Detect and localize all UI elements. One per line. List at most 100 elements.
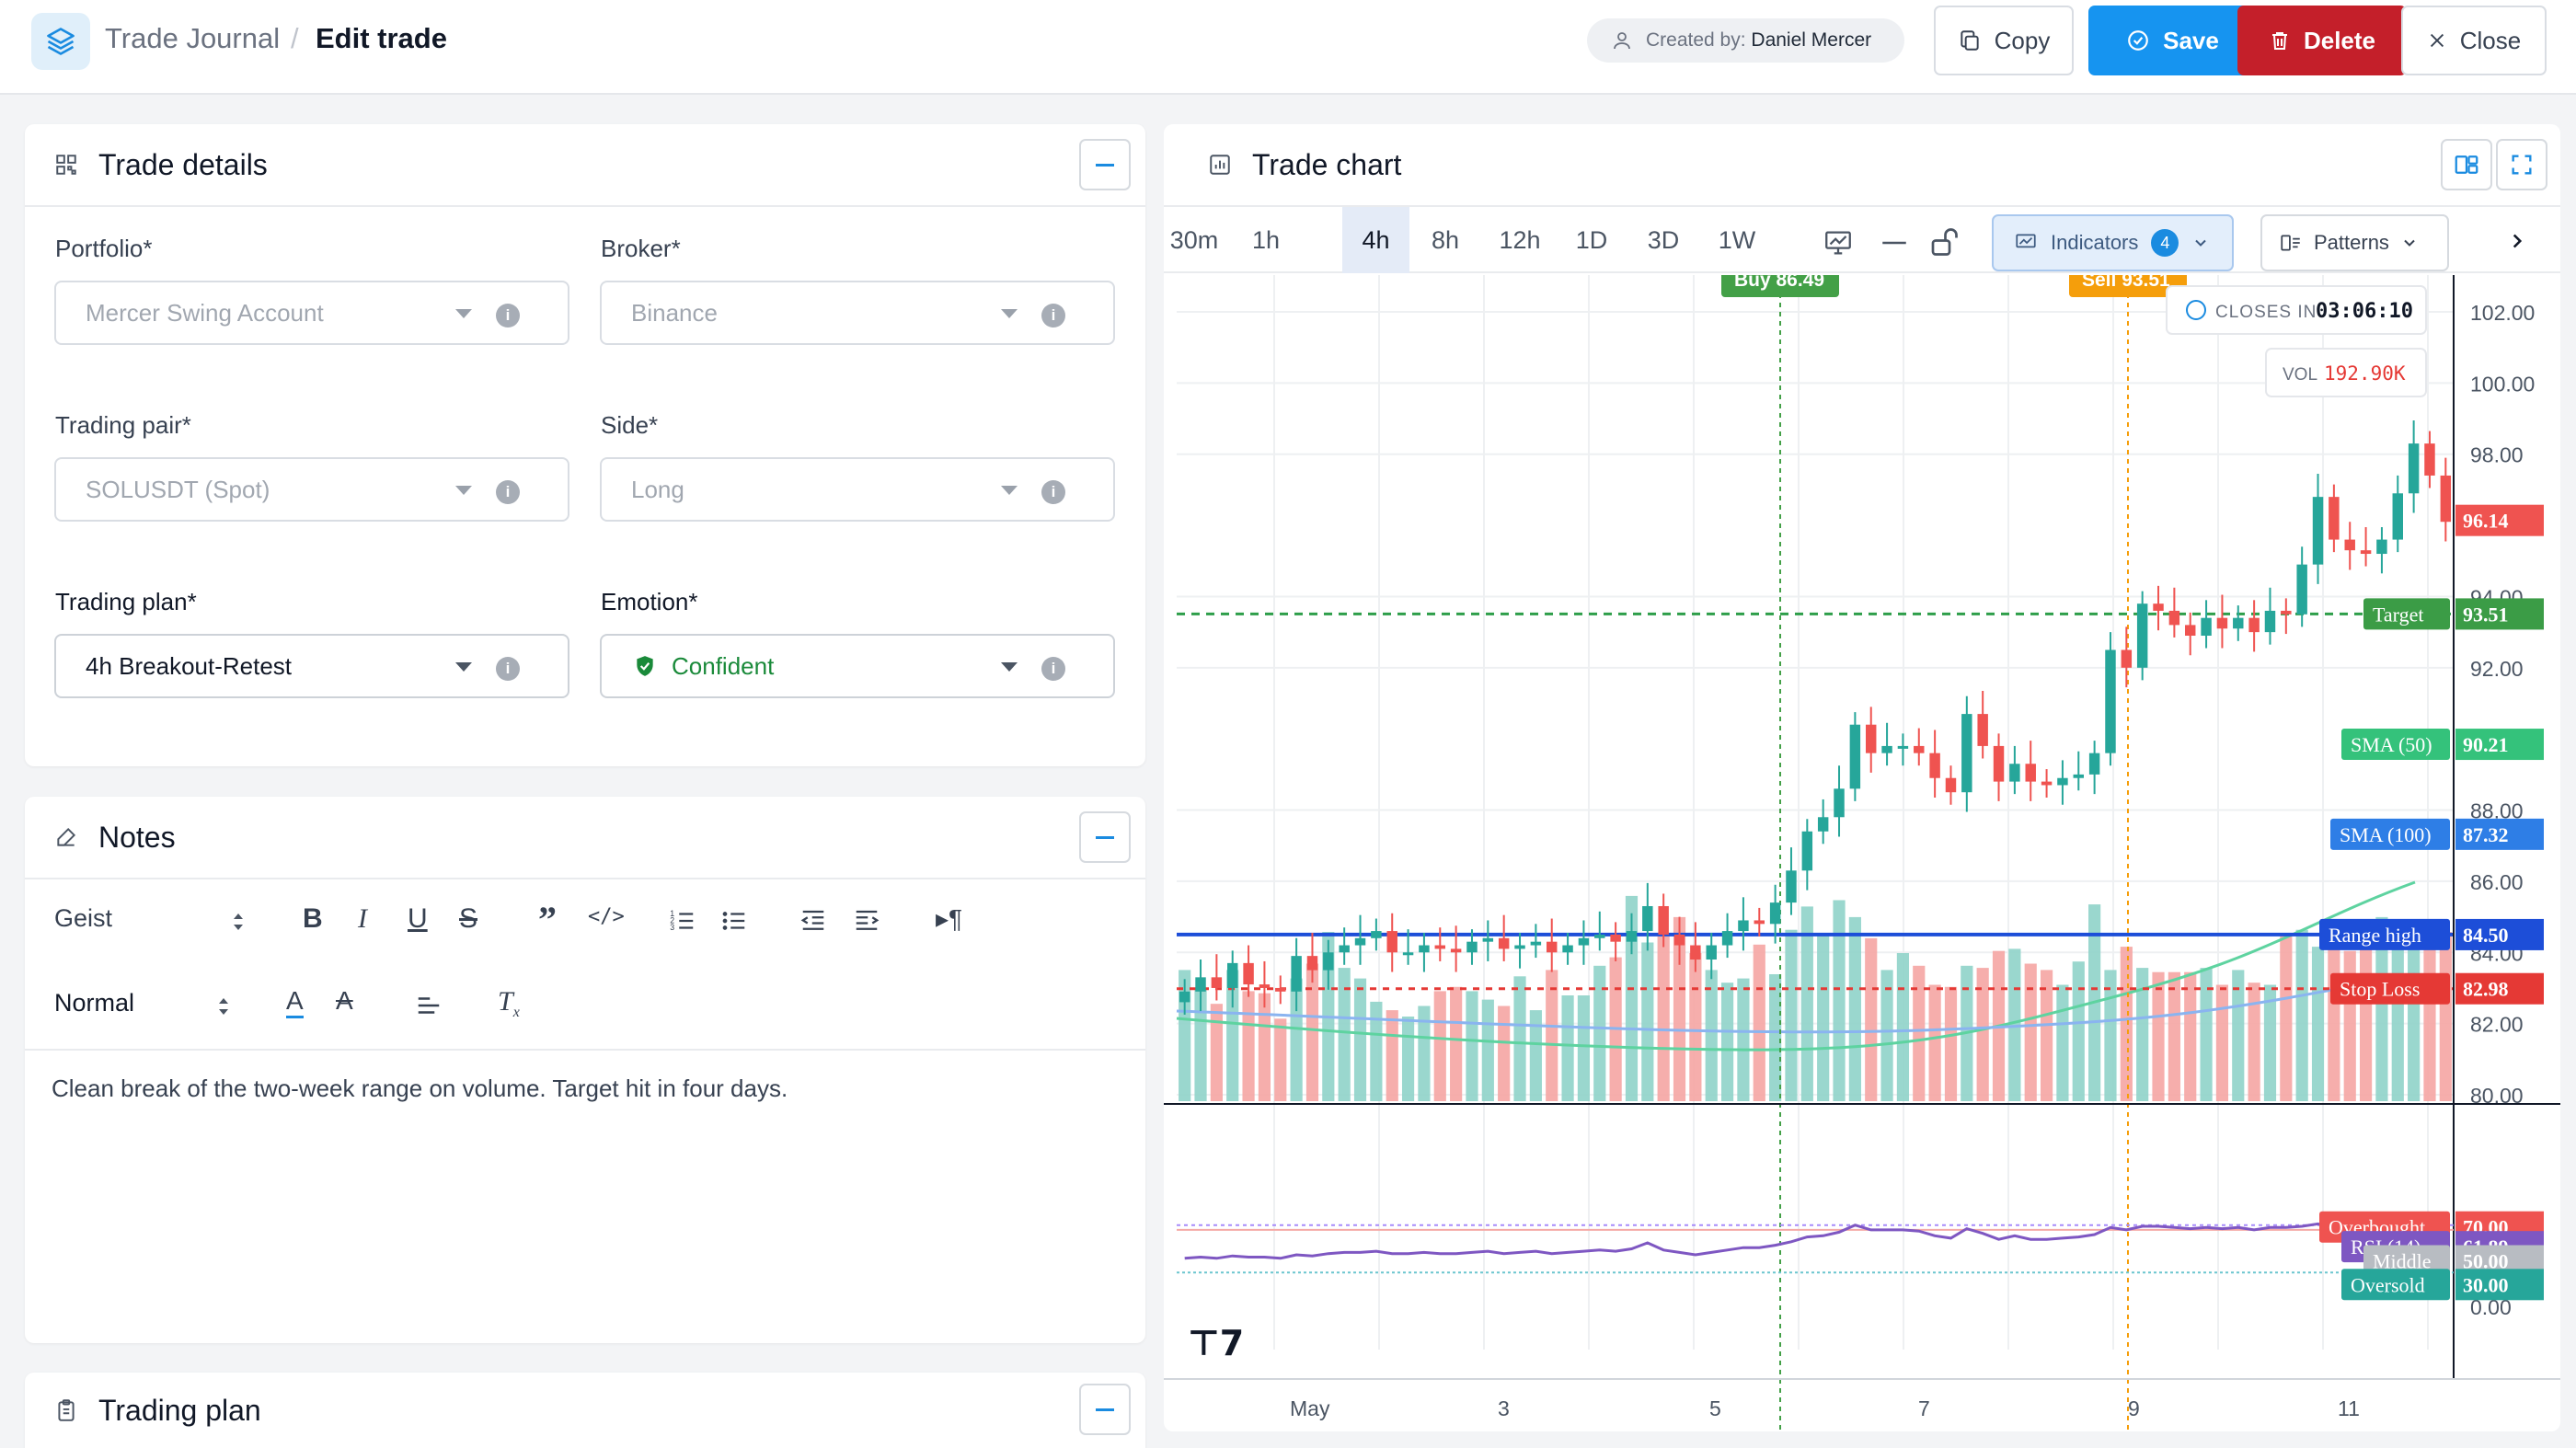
chart-type-icon[interactable] xyxy=(1823,227,1854,259)
info-icon[interactable]: i xyxy=(496,480,520,504)
tradingview-logo-icon: ⊤7 xyxy=(1188,1323,1244,1363)
info-icon[interactable]: i xyxy=(1041,304,1065,328)
copy-button[interactable]: Copy xyxy=(1934,6,2074,75)
tf-3D[interactable]: 3D xyxy=(1647,225,1680,254)
side-label: Side* xyxy=(601,411,659,439)
close-button[interactable]: Close xyxy=(2401,6,2547,75)
code-icon[interactable]: </> xyxy=(588,905,625,928)
collapse-trading-plan-button[interactable] xyxy=(1079,1384,1131,1435)
candle-body xyxy=(2057,777,2068,786)
clear-format-icon[interactable]: Tx xyxy=(498,986,520,1020)
volume-bar xyxy=(1242,991,1255,1101)
info-icon[interactable]: i xyxy=(1041,657,1065,681)
qr-grid-icon xyxy=(56,155,76,175)
info-icon[interactable]: i xyxy=(496,304,520,328)
volume-bar xyxy=(2024,963,2037,1101)
patterns-button[interactable]: Patterns xyxy=(2260,214,2449,271)
volume-bar xyxy=(1833,900,1846,1101)
target-value: 93.51 xyxy=(2463,603,2509,626)
side-select[interactable]: Long i xyxy=(600,457,1115,522)
info-icon[interactable]: i xyxy=(496,657,520,681)
font-family-select[interactable]: Geist xyxy=(54,904,113,932)
breadcrumb-trade-journal[interactable]: Trade Journal xyxy=(105,22,281,54)
rsi-oversold-value-bg xyxy=(2455,1269,2544,1301)
candle-body xyxy=(1530,941,1542,946)
tf-1D[interactable]: 1D xyxy=(1575,225,1608,254)
candle-body xyxy=(1865,724,1877,753)
horizontal-line-icon[interactable] xyxy=(1879,227,1910,259)
collapse-trade-details-button[interactable] xyxy=(1079,139,1131,190)
save-button[interactable]: Save xyxy=(2088,6,2257,75)
volume-bar xyxy=(2295,929,2308,1101)
underline-icon[interactable]: U xyxy=(408,903,428,934)
tf-4h[interactable]: 4h xyxy=(1342,207,1409,273)
trading-pair-select[interactable]: SOLUSDT (Spot) i xyxy=(54,457,569,522)
volume-bar xyxy=(2184,971,2197,1101)
candle-body xyxy=(1849,724,1861,789)
ordered-list-icon[interactable]: 123 xyxy=(669,907,696,935)
volume-bar xyxy=(2263,984,2277,1101)
paragraph-style-select[interactable]: Normal xyxy=(54,989,135,1017)
indicators-button[interactable]: Indicators 4 xyxy=(1992,214,2234,271)
volume-bar xyxy=(2408,925,2421,1101)
italic-icon[interactable]: I xyxy=(358,903,367,934)
price-tick-label: 100.00 xyxy=(2470,372,2535,396)
text-direction-icon[interactable]: ▸¶ xyxy=(936,904,963,933)
volume-bar xyxy=(1466,991,1478,1101)
updown-icon[interactable] xyxy=(231,911,246,933)
volume-bar xyxy=(2439,932,2452,1101)
align-left-icon[interactable] xyxy=(415,992,443,1019)
edit-icon xyxy=(57,827,76,846)
volume-bar xyxy=(1258,993,1271,1101)
volume-bar xyxy=(1386,1010,1398,1101)
tf-12h[interactable]: 12h xyxy=(1499,225,1541,254)
candle-body xyxy=(1626,931,1638,942)
unlock-icon[interactable] xyxy=(1927,225,1961,259)
info-icon[interactable]: i xyxy=(1041,480,1065,504)
highlight-color-icon[interactable]: A xyxy=(336,986,353,1015)
candlestick-chart[interactable]: 102.00100.0098.0094.0092.0088.0086.0084.… xyxy=(1164,275,2560,1431)
candle-body xyxy=(1929,753,1940,778)
emotion-select[interactable]: Confident i xyxy=(600,634,1115,698)
editor-divider xyxy=(25,1049,1145,1051)
portfolio-select[interactable]: Mercer Swing Account i xyxy=(54,281,569,345)
outdent-icon[interactable] xyxy=(799,907,827,935)
layout-toggle-button[interactable] xyxy=(2441,139,2492,190)
stop-loss-value: 82.98 xyxy=(2463,978,2509,1001)
fullscreen-button[interactable] xyxy=(2496,139,2547,190)
bullet-list-icon[interactable] xyxy=(720,907,748,935)
time-axis-label: 5 xyxy=(1709,1396,1721,1420)
volume-bar xyxy=(1976,968,1989,1101)
sma-100-label-bg xyxy=(2330,818,2450,850)
strikethrough-icon[interactable]: S xyxy=(459,903,478,934)
tf-8h[interactable]: 8h xyxy=(1431,225,1460,254)
trading-plan-select[interactable]: 4h Breakout-Retest i xyxy=(54,634,569,698)
candle-body xyxy=(1610,934,1621,942)
range-high-label-bg xyxy=(2319,918,2450,950)
trading-plan-header: Trading plan xyxy=(25,1373,1145,1448)
tf-1h[interactable]: 1h xyxy=(1251,225,1281,254)
candle-body xyxy=(1371,931,1382,938)
broker-select[interactable]: Binance i xyxy=(600,281,1115,345)
layers-icon[interactable] xyxy=(31,13,90,70)
sma-50-value-bg xyxy=(2455,729,2544,761)
time-axis-label: May xyxy=(1290,1396,1330,1420)
bold-icon[interactable]: B xyxy=(303,903,323,934)
updown-icon[interactable] xyxy=(216,995,231,1017)
blockquote-icon[interactable]: ” xyxy=(538,899,557,940)
chevron-right-icon[interactable] xyxy=(2505,229,2529,253)
chart-pen-icon xyxy=(2016,234,2036,248)
candle-body xyxy=(1243,962,1254,985)
delete-button[interactable]: Delete xyxy=(2237,6,2407,75)
tf-1W[interactable]: 1W xyxy=(1718,225,1756,254)
candle-body xyxy=(1706,945,1717,960)
collapse-notes-button[interactable] xyxy=(1079,811,1131,863)
notes-body[interactable]: Clean break of the two-week range on vol… xyxy=(52,1075,788,1102)
candle-body xyxy=(2009,764,2020,782)
text-color-icon[interactable]: A xyxy=(286,986,304,1018)
clock-icon xyxy=(2186,300,2206,320)
sma-50-line xyxy=(1176,880,2416,1052)
tf-30m[interactable]: 30m xyxy=(1169,225,1219,254)
save-label: Save xyxy=(2163,26,2219,54)
indent-icon[interactable] xyxy=(853,907,880,935)
